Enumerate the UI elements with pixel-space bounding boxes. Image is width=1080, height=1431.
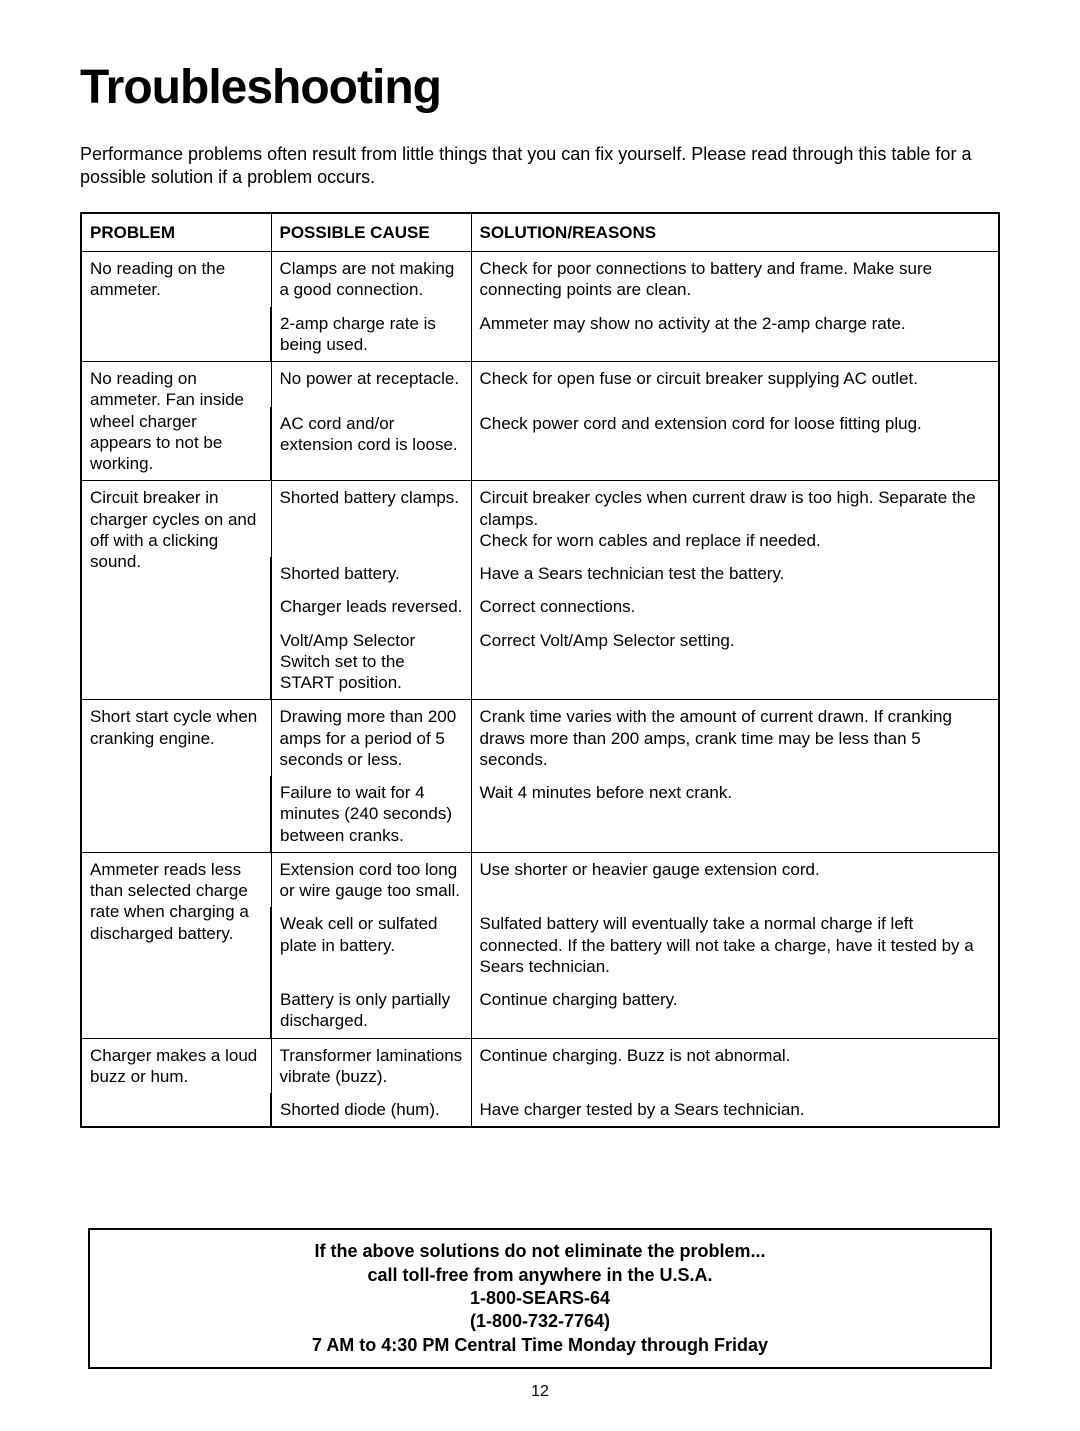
cell-cause: Clamps are not making a good connection. [271, 252, 471, 307]
cell-cause: Shorted diode (hum). [271, 1093, 471, 1127]
cell-solution: Circuit breaker cycles when current draw… [471, 481, 999, 557]
cell-solution: Wait 4 minutes before next crank. [471, 776, 999, 852]
cell-problem: Ammeter reads less than selected charge … [81, 852, 271, 1038]
contact-line: (1-800-732-7764) [104, 1310, 976, 1333]
table-row: Ammeter reads less than selected charge … [81, 852, 999, 907]
cell-solution: Correct Volt/Amp Selector setting. [471, 624, 999, 700]
intro-paragraph: Performance problems often result from l… [80, 143, 1000, 190]
page-number: 12 [80, 1383, 1000, 1401]
cell-solution: Crank time varies with the amount of cur… [471, 700, 999, 776]
cell-cause: Shorted battery. [271, 557, 471, 590]
spacer [80, 1128, 1000, 1228]
cell-solution: Check for open fuse or circuit breaker s… [471, 362, 999, 407]
table-header-row: PROBLEM POSSIBLE CAUSE SOLUTION/REASONS [81, 213, 999, 252]
cell-solution: Ammeter may show no activity at the 2-am… [471, 307, 999, 362]
cell-solution: Have a Sears technician test the battery… [471, 557, 999, 590]
table-row: No reading on ammeter. Fan inside wheel … [81, 362, 999, 407]
contact-line: call toll-free from anywhere in the U.S.… [104, 1264, 976, 1287]
cell-cause: Volt/Amp Selector Switch set to the STAR… [271, 624, 471, 700]
cell-problem: Short start cycle when cranking engine. [81, 700, 271, 853]
cell-solution: Check for poor connections to battery an… [471, 252, 999, 307]
cell-cause: Shorted battery clamps. [271, 481, 471, 557]
cell-solution: Correct connections. [471, 590, 999, 623]
cell-solution: Have charger tested by a Sears technicia… [471, 1093, 999, 1127]
cell-solution: Use shorter or heavier gauge extension c… [471, 852, 999, 907]
table-row: Charger makes a loud buzz or hum.Transfo… [81, 1038, 999, 1093]
table-row: No reading on the ammeter.Clamps are not… [81, 252, 999, 307]
cell-solution: Continue charging. Buzz is not abnormal. [471, 1038, 999, 1093]
cell-problem: Charger makes a loud buzz or hum. [81, 1038, 271, 1127]
cell-cause: No power at receptacle. [271, 362, 471, 407]
cell-cause: Failure to wait for 4 minutes (240 secon… [271, 776, 471, 852]
cell-cause: 2-amp charge rate is being used. [271, 307, 471, 362]
cell-problem: No reading on ammeter. Fan inside wheel … [81, 362, 271, 481]
table-row: Short start cycle when cranking engine.D… [81, 700, 999, 776]
cell-problem: No reading on the ammeter. [81, 252, 271, 362]
cell-cause: AC cord and/or extension cord is loose. [271, 407, 471, 481]
contact-line: 1-800-SEARS-64 [104, 1287, 976, 1310]
cell-cause: Battery is only partially discharged. [271, 983, 471, 1038]
cell-cause: Weak cell or sulfated plate in battery. [271, 907, 471, 983]
troubleshooting-table: PROBLEM POSSIBLE CAUSE SOLUTION/REASONS … [80, 212, 1000, 1129]
cell-solution: Sulfated battery will eventually take a … [471, 907, 999, 983]
contact-line: 7 AM to 4:30 PM Central Time Monday thro… [104, 1334, 976, 1357]
cell-problem: Circuit breaker in charger cycles on and… [81, 481, 271, 700]
contact-line: If the above solutions do not eliminate … [104, 1240, 976, 1263]
cell-solution: Check power cord and extension cord for … [471, 407, 999, 481]
cell-solution: Continue charging battery. [471, 983, 999, 1038]
cell-cause: Drawing more than 200 amps for a period … [271, 700, 471, 776]
cell-cause: Extension cord too long or wire gauge to… [271, 852, 471, 907]
col-header-problem: PROBLEM [81, 213, 271, 252]
page-title: Troubleshooting [80, 60, 1000, 115]
table-row: Circuit breaker in charger cycles on and… [81, 481, 999, 557]
cell-cause: Charger leads reversed. [271, 590, 471, 623]
table-body: No reading on the ammeter.Clamps are not… [81, 252, 999, 1128]
col-header-cause: POSSIBLE CAUSE [271, 213, 471, 252]
page: Troubleshooting Performance problems oft… [0, 0, 1080, 1431]
contact-box: If the above solutions do not eliminate … [88, 1228, 992, 1369]
cell-cause: Transformer laminations vibrate (buzz). [271, 1038, 471, 1093]
col-header-solution: SOLUTION/REASONS [471, 213, 999, 252]
